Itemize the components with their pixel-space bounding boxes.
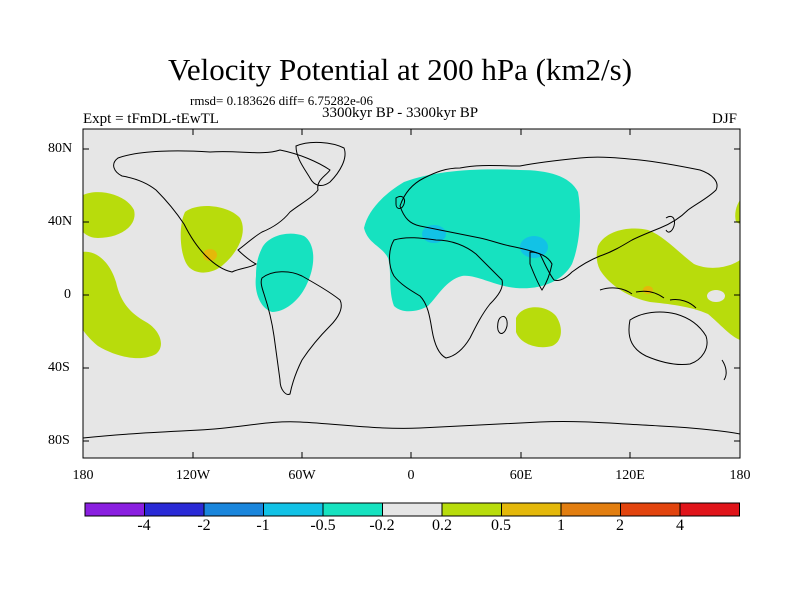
contour-negative-eurasia-africa — [364, 169, 580, 312]
colorbar-swatch — [382, 502, 443, 517]
experiment-label: Expt = tFmDL-tEwTL — [83, 111, 219, 127]
contour-neutral-pocket — [707, 290, 725, 302]
colorbar-swatch — [679, 502, 740, 517]
contour-fields — [83, 141, 740, 439]
contour-negative-caribbean — [255, 233, 314, 312]
contour-positive-south-pacific — [83, 251, 161, 359]
lon-label-60w: 60W — [288, 468, 316, 483]
colorbar-label: -0.5 — [310, 517, 336, 534]
lat-label-40n: 40N — [48, 214, 73, 229]
colorbar-swatch — [322, 502, 383, 517]
colorbar-swatch — [441, 502, 502, 517]
lon-label-180w: 180 — [72, 468, 94, 483]
colorbar-label: -4 — [137, 517, 151, 534]
coast-south-america — [260, 271, 342, 395]
colorbar-label: -1 — [256, 517, 270, 534]
coast-british-isles — [395, 195, 405, 209]
coast-madagascar — [497, 315, 508, 334]
colorbar-swatch — [84, 502, 145, 517]
coast-africa — [389, 237, 503, 359]
contour-positive-maritime-continent — [596, 228, 740, 340]
lat-label-40s: 40S — [48, 360, 70, 375]
period-label: 3300kyr BP - 3300kyr BP — [322, 105, 479, 121]
contour-positive-mexico — [180, 206, 243, 273]
coast-antarctica — [83, 420, 740, 439]
colorbar-label: 0.5 — [491, 517, 511, 534]
colorbar-swatch — [620, 502, 681, 517]
coast-greenland — [295, 141, 346, 186]
colorbar-swatch — [203, 502, 264, 517]
coast-north-america — [113, 149, 331, 273]
lon-label-60e: 60E — [509, 468, 533, 483]
contour-positive-southern-africa — [516, 307, 561, 348]
lon-label-180e: 180 — [729, 468, 751, 483]
colorbar-swatch — [144, 502, 205, 517]
colorbar-swatch — [560, 502, 621, 517]
colorbar-label: -2 — [197, 517, 211, 534]
coastlines — [83, 141, 740, 439]
coast-new-zealand — [721, 359, 727, 381]
colorbar-label: 2 — [616, 517, 624, 534]
lat-label-80s: 80S — [48, 433, 70, 448]
colorbar — [84, 502, 740, 517]
colorbar-swatch — [501, 502, 562, 517]
lon-ticks — [192, 129, 631, 458]
coast-indonesia — [599, 287, 697, 309]
contour-negative-arabia-peak — [520, 236, 548, 258]
map-title: Velocity Potential at 200 hPa (km2/s) — [167, 52, 633, 87]
contour-positive-north-pacific — [83, 192, 135, 238]
colorbar-label: 4 — [676, 517, 684, 534]
contour-positive-east-edge — [735, 200, 740, 224]
colorbar-label: 0.2 — [432, 517, 452, 534]
stats-label: rmsd= 0.183626 diff= 6.75282e-06 — [190, 93, 374, 108]
coast-india — [529, 251, 553, 291]
season-label: DJF — [712, 111, 738, 127]
coast-australia — [628, 311, 708, 365]
lon-label-120e: 120E — [615, 468, 645, 483]
coast-eurasia — [399, 156, 718, 281]
colorbar-swatch — [263, 502, 324, 517]
lon-label-0: 0 — [407, 468, 415, 483]
lat-label-80n: 80N — [48, 141, 73, 156]
colorbar-label: 1 — [557, 517, 565, 534]
lat-label-0: 0 — [64, 287, 71, 302]
coast-japan — [665, 215, 675, 233]
lon-label-120w: 120W — [175, 468, 211, 483]
colorbar-label: -0.2 — [369, 517, 395, 534]
lat-ticks — [83, 148, 740, 442]
contour-positive-indonesia-peak — [643, 286, 653, 294]
contour-positive-mexico-peak — [203, 249, 217, 261]
